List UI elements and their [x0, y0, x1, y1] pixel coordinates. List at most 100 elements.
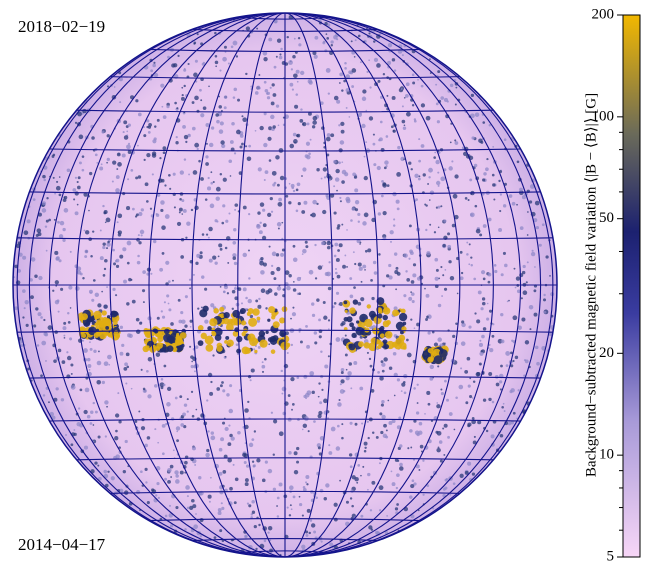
network-spot [478, 362, 482, 366]
network-spot [195, 261, 199, 265]
network-spot [418, 138, 421, 141]
network-spot [168, 504, 171, 507]
network-spot [399, 462, 403, 467]
network-spot [188, 173, 190, 176]
network-spot [357, 262, 362, 267]
network-spot [377, 79, 381, 83]
network-spot [187, 62, 190, 66]
network-spot [204, 287, 208, 291]
network-spot [63, 334, 66, 337]
network-spot [99, 166, 104, 171]
network-spot [111, 180, 114, 183]
network-spot [271, 251, 277, 257]
network-spot [119, 254, 124, 259]
network-spot [470, 93, 475, 97]
network-spot [383, 423, 387, 428]
network-spot [289, 143, 295, 149]
network-spot [191, 446, 196, 451]
network-spot [198, 159, 201, 163]
network-spot [528, 304, 534, 310]
network-spot [350, 489, 354, 493]
network-spot [102, 204, 105, 208]
network-spot [273, 19, 278, 24]
network-spot [117, 162, 122, 167]
network-spot [164, 184, 167, 187]
network-spot [281, 392, 284, 395]
network-spot [140, 208, 144, 212]
network-spot [344, 353, 348, 357]
active-region [205, 344, 214, 352]
network-spot [153, 72, 159, 78]
network-spot [361, 123, 366, 129]
network-spot [251, 499, 255, 504]
active-region [225, 335, 230, 340]
network-spot [182, 124, 186, 129]
network-spot [467, 198, 470, 202]
active-region [433, 355, 443, 365]
network-spot [353, 175, 358, 179]
network-spot [257, 211, 261, 215]
network-spot [467, 384, 471, 388]
network-spot [53, 397, 58, 402]
active-region [211, 331, 217, 337]
network-spot [330, 133, 335, 138]
network-spot [263, 56, 268, 62]
network-spot [223, 106, 227, 110]
network-spot [97, 476, 102, 481]
network-spot [235, 55, 239, 58]
network-spot [363, 155, 366, 158]
network-spot [363, 449, 367, 453]
network-spot [155, 494, 158, 497]
network-spot [270, 270, 275, 276]
network-spot [408, 224, 412, 228]
network-spot [440, 388, 443, 391]
network-spot [136, 490, 141, 495]
network-spot [345, 368, 348, 371]
network-spot [176, 439, 179, 443]
network-spot [348, 116, 351, 118]
network-spot [237, 430, 241, 435]
network-spot [514, 286, 517, 289]
network-spot [154, 384, 158, 388]
network-spot [347, 371, 352, 376]
network-spot [160, 208, 164, 213]
network-spot [261, 364, 266, 369]
network-spot [278, 431, 284, 437]
network-spot [313, 530, 317, 534]
network-spot [54, 250, 59, 256]
network-spot [326, 245, 331, 250]
network-spot [438, 277, 441, 280]
network-spot [393, 218, 396, 221]
network-spot [152, 63, 156, 68]
network-spot [167, 280, 171, 283]
network-spot [30, 295, 34, 300]
network-spot [254, 91, 259, 95]
network-spot [192, 504, 197, 509]
network-spot [192, 170, 198, 175]
network-spot [403, 253, 408, 258]
network-spot [209, 142, 214, 148]
network-spot [370, 389, 375, 393]
network-spot [410, 446, 413, 449]
network-spot [345, 106, 348, 109]
network-spot [354, 422, 358, 426]
network-spot [76, 421, 81, 427]
network-spot [182, 209, 187, 213]
network-spot [157, 441, 160, 444]
network-spot [263, 80, 267, 84]
network-spot [136, 260, 141, 265]
network-spot [74, 121, 78, 124]
network-spot [305, 481, 308, 484]
network-spot [406, 338, 409, 342]
network-spot [217, 508, 222, 512]
network-spot [40, 374, 43, 378]
network-spot [454, 174, 459, 179]
network-spot [280, 369, 284, 373]
network-spot [305, 245, 309, 249]
network-spot [506, 300, 509, 303]
network-spot [301, 175, 303, 177]
network-spot [183, 67, 186, 70]
network-spot [361, 422, 364, 425]
network-spot [106, 405, 108, 408]
network-spot [270, 411, 274, 414]
